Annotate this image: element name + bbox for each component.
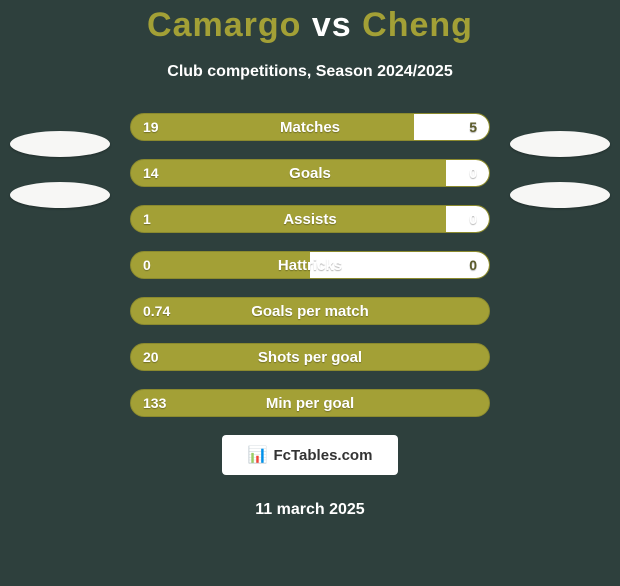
stat-label: Matches [131, 114, 489, 140]
stat-label: Min per goal [131, 390, 489, 416]
stat-label: Shots per goal [131, 344, 489, 370]
footer-brand-text: FcTables.com [274, 447, 373, 464]
title-vs: vs [312, 6, 352, 44]
stat-row: 133Min per goal [130, 389, 490, 417]
player-badge-left [10, 182, 110, 208]
title-player1: Camargo [147, 6, 301, 44]
stat-label: Hattricks [131, 252, 489, 278]
stat-label: Goals per match [131, 298, 489, 324]
stat-row: 20Shots per goal [130, 343, 490, 371]
stat-row: 10Assists [130, 205, 490, 233]
page-title: Camargo vs Cheng [0, 6, 620, 45]
stat-label: Assists [131, 206, 489, 232]
stat-row: 00Hattricks [130, 251, 490, 279]
chart-icon: 📊 [248, 445, 268, 465]
bars-area: 195Matches 140Goals 10Assists 00Hattricks 0.… [130, 113, 490, 417]
player-badge-left [10, 131, 110, 157]
player-badge-right [510, 131, 610, 157]
stat-row: 0.74Goals per match [130, 297, 490, 325]
title-player2: Cheng [362, 6, 473, 44]
stat-row: 140Goals [130, 159, 490, 187]
stat-row: 195Matches [130, 113, 490, 141]
subtitle: Club competitions, Season 2024/2025 [0, 63, 620, 81]
date: 11 march 2025 [0, 501, 620, 519]
player-badge-right [510, 182, 610, 208]
stat-label: Goals [131, 160, 489, 186]
footer-brand[interactable]: 📊 FcTables.com [222, 435, 398, 475]
